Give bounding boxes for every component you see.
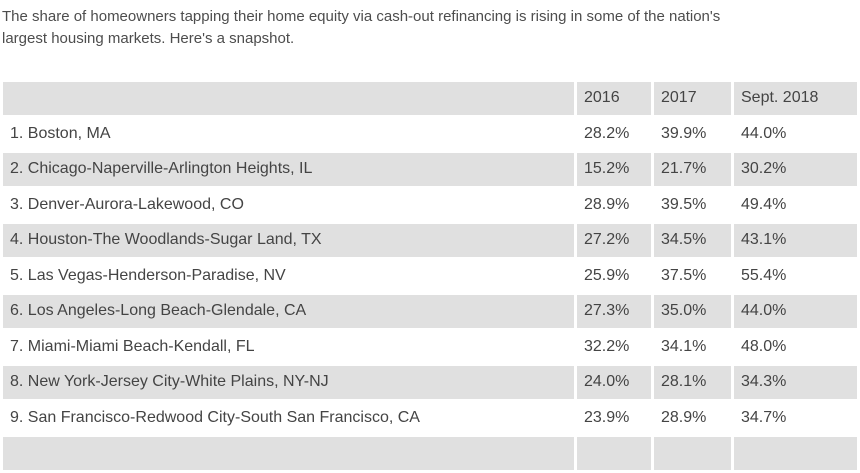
value-sept-2018-cell: 43.1% [734, 224, 857, 257]
table-row-houston: 4. Houston-The Woodlands-Sugar Land, TX … [3, 224, 857, 257]
value-2017-cell: 39.5% [654, 188, 731, 221]
market-cell: 4. Houston-The Woodlands-Sugar Land, TX [3, 224, 574, 257]
value-2016-cell [577, 437, 651, 470]
value-2017-cell: 37.5% [654, 259, 731, 292]
value-sept-2018-cell: 34.7% [734, 401, 857, 434]
market-cell [3, 437, 574, 470]
value-2017-cell: 39.9% [654, 117, 731, 150]
value-2016-cell: 32.2% [577, 330, 651, 363]
cash-out-refi-table: 2016 2017 Sept. 2018 1. Boston, MA 28.2%… [0, 79, 860, 473]
value-sept-2018-cell: 49.4% [734, 188, 857, 221]
market-cell: 9. San Francisco-Redwood City-South San … [3, 401, 574, 434]
value-2017-cell: 28.1% [654, 366, 731, 399]
value-sept-2018-cell: 34.3% [734, 366, 857, 399]
market-cell: 2. Chicago-Naperville-Arlington Heights,… [3, 153, 574, 186]
table-header-row: 2016 2017 Sept. 2018 [3, 82, 857, 115]
value-2016-cell: 23.9% [577, 401, 651, 434]
table-row-las-vegas: 5. Las Vegas-Henderson-Paradise, NV 25.9… [3, 259, 857, 292]
value-2016-cell: 25.9% [577, 259, 651, 292]
intro-text: The share of homeowners tapping their ho… [2, 6, 858, 50]
value-2017-cell: 28.9% [654, 401, 731, 434]
table-row-chicago: 2. Chicago-Naperville-Arlington Heights,… [3, 153, 857, 186]
table-row-denver: 3. Denver-Aurora-Lakewood, CO 28.9% 39.5… [3, 188, 857, 221]
table-row-boston: 1. Boston, MA 28.2% 39.9% 44.0% [3, 117, 857, 150]
intro-line-2: largest housing markets. Here's a snapsh… [2, 30, 295, 47]
value-2017-cell: 35.0% [654, 295, 731, 328]
value-2016-cell: 27.2% [577, 224, 651, 257]
value-sept-2018-cell: 30.2% [734, 153, 857, 186]
market-cell: 7. Miami-Miami Beach-Kendall, FL [3, 330, 574, 363]
intro-line-1: The share of homeowners tapping their ho… [2, 8, 721, 25]
value-2016-cell: 27.3% [577, 295, 651, 328]
header-sept-2018: Sept. 2018 [734, 82, 857, 115]
market-cell: 5. Las Vegas-Henderson-Paradise, NV [3, 259, 574, 292]
header-2016: 2016 [577, 82, 651, 115]
value-2017-cell: 34.1% [654, 330, 731, 363]
value-2016-cell: 28.2% [577, 117, 651, 150]
table-row-new-york: 8. New York-Jersey City-White Plains, NY… [3, 366, 857, 399]
value-2017-cell: 34.5% [654, 224, 731, 257]
market-cell: 3. Denver-Aurora-Lakewood, CO [3, 188, 574, 221]
value-sept-2018-cell: 48.0% [734, 330, 857, 363]
table-row-los-angeles: 6. Los Angeles-Long Beach-Glendale, CA 2… [3, 295, 857, 328]
value-sept-2018-cell: 44.0% [734, 117, 857, 150]
table-row-miami: 7. Miami-Miami Beach-Kendall, FL 32.2% 3… [3, 330, 857, 363]
market-cell: 1. Boston, MA [3, 117, 574, 150]
market-cell: 8. New York-Jersey City-White Plains, NY… [3, 366, 574, 399]
article-snippet: The share of homeowners tapping their ho… [0, 6, 860, 473]
table-row-san-francisco: 9. San Francisco-Redwood City-South San … [3, 401, 857, 434]
value-2017-cell: 21.7% [654, 153, 731, 186]
header-2017: 2017 [654, 82, 731, 115]
value-2016-cell: 24.0% [577, 366, 651, 399]
value-2016-cell: 15.2% [577, 153, 651, 186]
value-sept-2018-cell: 55.4% [734, 259, 857, 292]
value-sept-2018-cell: 44.0% [734, 295, 857, 328]
table-row-partial-cutoff [3, 437, 857, 470]
header-market [3, 82, 574, 115]
market-cell: 6. Los Angeles-Long Beach-Glendale, CA [3, 295, 574, 328]
value-sept-2018-cell [734, 437, 857, 470]
value-2016-cell: 28.9% [577, 188, 651, 221]
value-2017-cell [654, 437, 731, 470]
